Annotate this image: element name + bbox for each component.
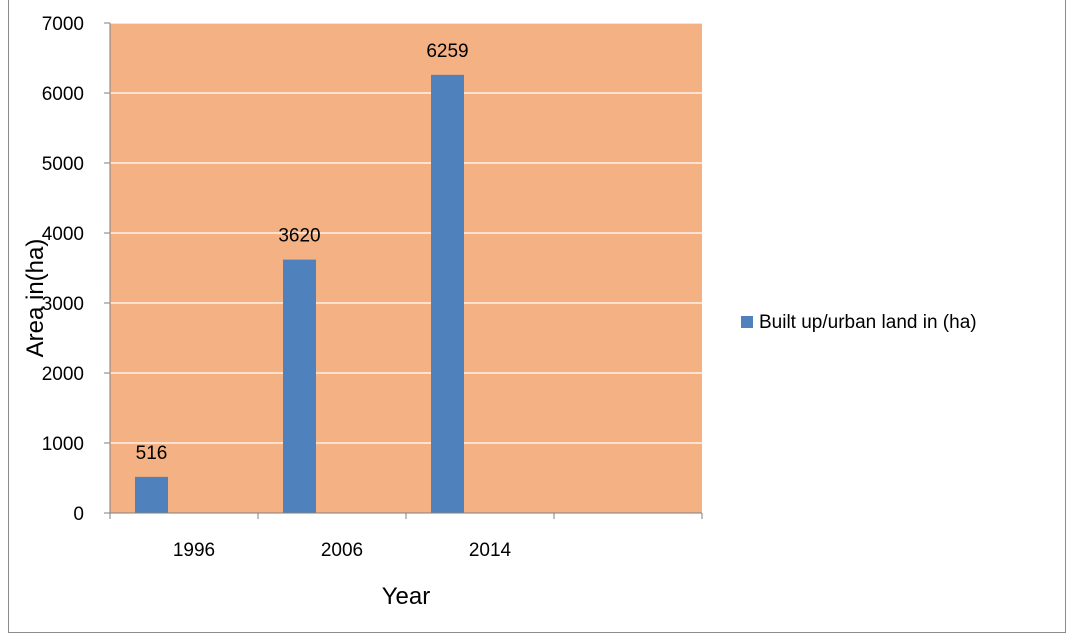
legend-label: Built up/urban land in (ha)	[759, 312, 977, 333]
data-label: 6259	[426, 41, 468, 62]
y-tick-label: 6000	[42, 84, 84, 105]
x-tick-label: 2014	[469, 540, 512, 561]
plot-area	[110, 23, 702, 513]
bar	[283, 259, 316, 513]
x-tick-label: 1996	[173, 540, 215, 561]
y-tick-label: 0	[73, 504, 84, 525]
plot-background	[110, 23, 702, 513]
bars	[135, 74, 464, 514]
bar	[431, 74, 464, 514]
y-tick-label: 7000	[42, 14, 84, 35]
data-labels: 516 3620 6259	[136, 41, 469, 464]
y-tick-label: 5000	[42, 154, 84, 175]
data-label: 3620	[278, 226, 320, 247]
y-axis-title: Area in(ha)	[22, 239, 49, 358]
y-tick-label: 4000	[42, 224, 84, 245]
legend-swatch	[741, 316, 753, 328]
gridlines	[110, 22, 702, 444]
legend: Built up/urban land in (ha)	[741, 312, 977, 333]
x-tick-label: 2006	[321, 540, 363, 561]
axes: 0 1000 2000 3000 4000 5000 6000 7000 1996 2006 201…	[42, 14, 703, 561]
y-tick-label: 2000	[42, 364, 84, 385]
bar	[135, 476, 168, 513]
x-axis-title: Year	[382, 583, 431, 610]
data-label: 516	[136, 443, 168, 464]
y-tick-label: 1000	[42, 434, 84, 455]
y-tick-label: 3000	[42, 294, 84, 315]
